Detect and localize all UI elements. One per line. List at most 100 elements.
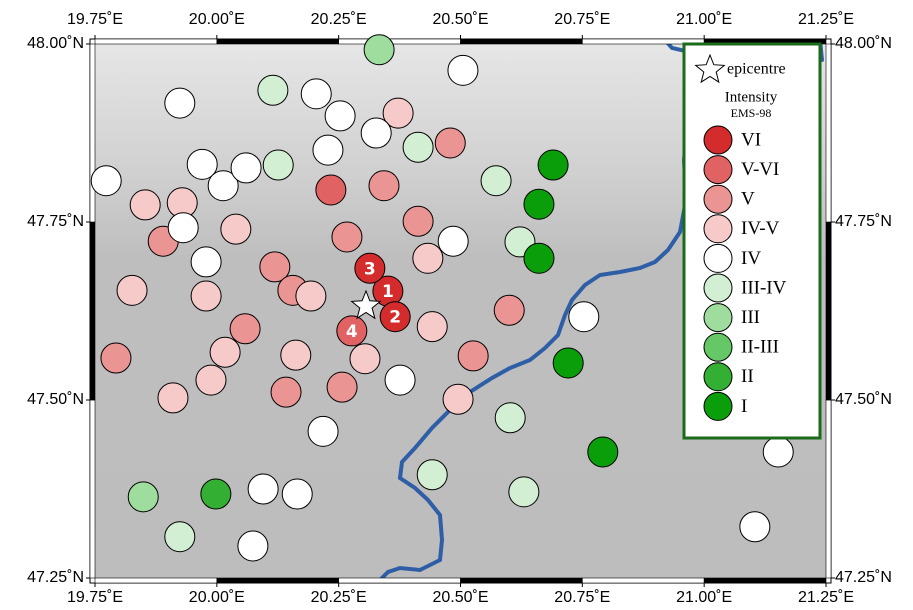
legend-swatch xyxy=(704,392,732,420)
x-tick-label: 20.00˚E xyxy=(189,11,245,28)
frame-bar xyxy=(95,39,217,44)
y-tick-label: 47.50˚N xyxy=(27,391,84,408)
legend-label: VI xyxy=(741,129,761,150)
legend-label: III xyxy=(741,307,760,328)
x-tick-label: 19.75˚E xyxy=(67,11,123,28)
intensity-point xyxy=(438,226,468,256)
intensity-point xyxy=(128,482,158,512)
intensity-point xyxy=(168,213,198,243)
intensity-point xyxy=(281,340,311,370)
x-tick-label: 20.75˚E xyxy=(554,589,610,606)
y-tick-label: 47.25˚N xyxy=(27,569,84,586)
legend: Intensity EMS-98 VIV-VIVIV-VIVIII-IVIIII… xyxy=(684,44,820,438)
y-tick-label: 47.75˚N xyxy=(27,213,84,230)
legend-epicentre-label: epicentre xyxy=(727,61,786,78)
legend-subtitle: EMS-98 xyxy=(731,106,772,120)
intensity-point xyxy=(210,337,240,367)
intensity-point xyxy=(361,118,391,148)
frame-bar xyxy=(90,44,95,222)
intensity-point xyxy=(403,132,433,162)
intensity-point xyxy=(327,372,357,402)
y-tick-label: 47.75˚N xyxy=(835,213,892,230)
x-tick-label: 21.00˚E xyxy=(676,589,732,606)
intensity-point xyxy=(308,416,338,446)
intensity-point xyxy=(443,384,473,414)
frame-bar xyxy=(461,578,583,583)
intensity-point xyxy=(763,437,793,467)
x-tick-label: 21.25˚E xyxy=(798,589,854,606)
legend-label: V-VI xyxy=(741,159,779,180)
intensity-point xyxy=(231,153,261,183)
x-tick-label: 20.25˚E xyxy=(311,589,367,606)
intensity-point xyxy=(509,477,539,507)
legend-swatch xyxy=(704,304,732,332)
frame-bar xyxy=(217,39,339,44)
point-label: 3 xyxy=(364,259,376,279)
frame-bar xyxy=(90,222,95,400)
intensity-point xyxy=(296,281,326,311)
intensity-point xyxy=(524,243,554,273)
legend-label: II-III xyxy=(741,337,779,358)
y-tick-label: 47.50˚N xyxy=(835,391,892,408)
frame-bar xyxy=(339,578,461,583)
intensity-point xyxy=(191,247,221,277)
intensity-point xyxy=(191,281,221,311)
intensity-point xyxy=(316,175,346,205)
legend-label: IV xyxy=(741,248,761,269)
intensity-point xyxy=(553,348,583,378)
intensity-point xyxy=(101,343,131,373)
intensity-point xyxy=(417,460,447,490)
intensity-point xyxy=(413,243,443,273)
map: 19.75˚E 19.75˚E 20.00˚E 20.00˚E 20.25˚E 20.25… xyxy=(0,0,913,610)
y-tick-label: 47.25˚N xyxy=(835,569,892,586)
intensity-point xyxy=(481,166,511,196)
intensity-point xyxy=(165,88,195,118)
frame-bar xyxy=(90,400,95,578)
legend-label: II xyxy=(741,366,754,387)
x-tick-label: 21.00˚E xyxy=(676,11,732,28)
legend-title: Intensity xyxy=(725,89,778,105)
frame-bar xyxy=(339,39,461,44)
intensity-point xyxy=(385,365,415,395)
intensity-point xyxy=(325,101,355,131)
legend-label: IV-V xyxy=(741,218,780,239)
intensity-point xyxy=(448,55,478,85)
point-label: 2 xyxy=(389,308,401,328)
intensity-point xyxy=(740,512,770,542)
x-tick-label: 21.25˚E xyxy=(798,11,854,28)
frame-bar xyxy=(582,578,704,583)
legend-swatch xyxy=(704,244,732,272)
legend-label: I xyxy=(741,396,747,417)
intensity-point xyxy=(435,128,465,158)
intensity-point xyxy=(165,522,195,552)
intensity-point xyxy=(569,302,599,332)
intensity-point xyxy=(158,383,188,413)
intensity-point xyxy=(524,189,554,219)
frame-bar xyxy=(461,39,583,44)
intensity-point xyxy=(117,275,147,305)
x-tick-label: 20.75˚E xyxy=(554,11,610,28)
x-tick-label: 20.00˚E xyxy=(189,589,245,606)
frame-bar xyxy=(826,44,831,222)
intensity-point xyxy=(495,403,525,433)
x-tick-label: 19.75˚E xyxy=(67,589,123,606)
intensity-point xyxy=(258,75,288,105)
intensity-point xyxy=(369,171,399,201)
x-tick-label: 20.50˚E xyxy=(432,11,488,28)
intensity-point xyxy=(313,135,343,165)
intensity-point xyxy=(494,295,524,325)
legend-label: III-IV xyxy=(741,277,787,298)
intensity-point xyxy=(282,479,312,509)
frame-bar xyxy=(704,578,826,583)
x-tick-label: 20.25˚E xyxy=(311,11,367,28)
intensity-point xyxy=(201,479,231,509)
legend-swatch xyxy=(704,274,732,302)
point-label: 4 xyxy=(346,322,358,342)
intensity-point xyxy=(221,214,251,244)
intensity-point xyxy=(364,35,394,65)
intensity-point xyxy=(588,437,618,467)
legend-swatch xyxy=(704,333,732,361)
y-tick-label: 48.00˚N xyxy=(835,35,892,52)
legend-swatch xyxy=(704,156,732,184)
intensity-point xyxy=(301,79,331,109)
